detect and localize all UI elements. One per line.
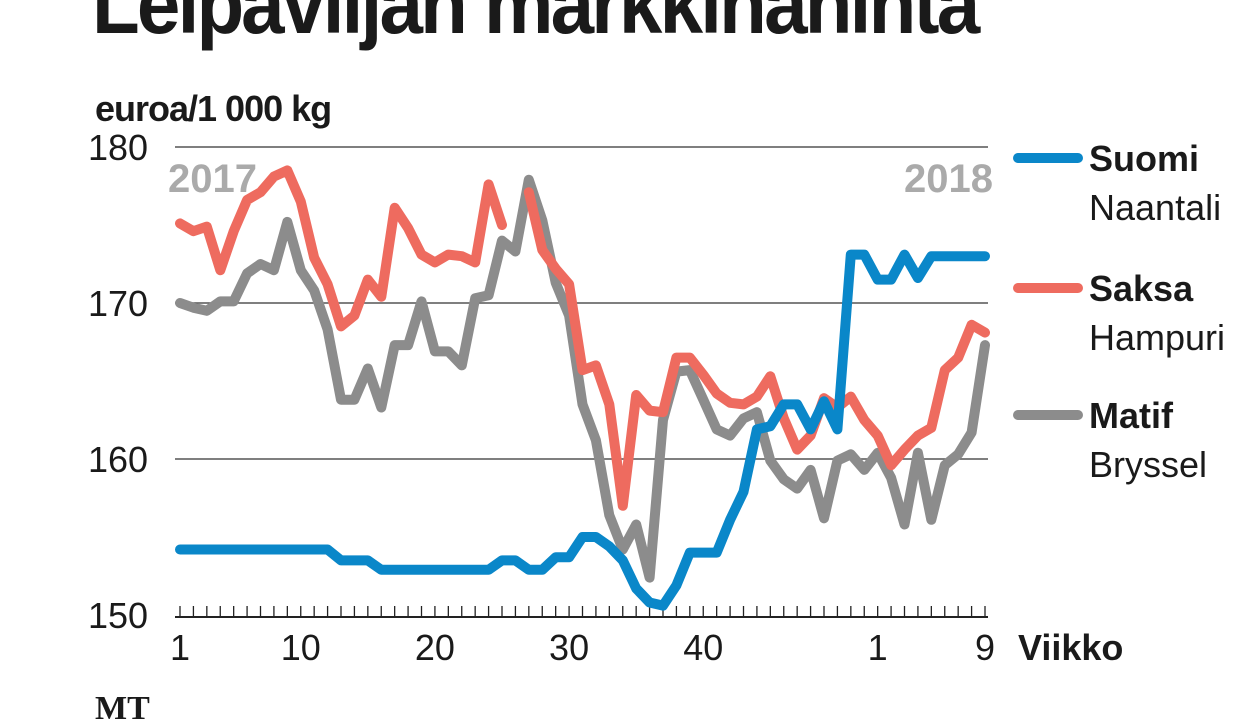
- y-tick-label: 170: [88, 283, 148, 324]
- x-tick-label: 1: [170, 627, 190, 668]
- x-tick-label: 20: [415, 627, 455, 668]
- legend-name: Saksa: [1089, 268, 1194, 309]
- x-axis-label: Viikko: [1018, 627, 1123, 668]
- year-label-start: 2017: [168, 157, 257, 201]
- line-chart: 150 160 170 180 1 10 20 30 40 1 9 Viikko 2017 2018 Suo…: [88, 127, 1225, 668]
- series-line-suomi: [175, 249, 990, 611]
- x-tick-label: 1: [868, 627, 888, 668]
- series-line-matif: [175, 174, 990, 583]
- legend-sublabel: Hampuri: [1089, 317, 1225, 358]
- y-tick-label: 160: [88, 439, 148, 480]
- legend-name: Suomi: [1089, 138, 1199, 179]
- y-tick-label: 180: [88, 127, 148, 168]
- year-label-end: 2018: [904, 157, 993, 201]
- x-tick-label: 40: [683, 627, 723, 668]
- chart-title: Leipäviljan markkinahinta: [92, 0, 980, 51]
- x-tick-label: 10: [281, 627, 321, 668]
- legend-sublabel: Naantali: [1089, 187, 1221, 228]
- legend-name: Matif: [1089, 395, 1174, 436]
- legend-sublabel: Bryssel: [1089, 444, 1207, 485]
- y-axis-unit-label: euroa/1 000 kg: [95, 88, 332, 129]
- y-tick-label: 150: [88, 595, 148, 636]
- x-tick-label: 30: [549, 627, 589, 668]
- x-tick-label: 9: [975, 627, 995, 668]
- series-line-saksa: [175, 165, 990, 511]
